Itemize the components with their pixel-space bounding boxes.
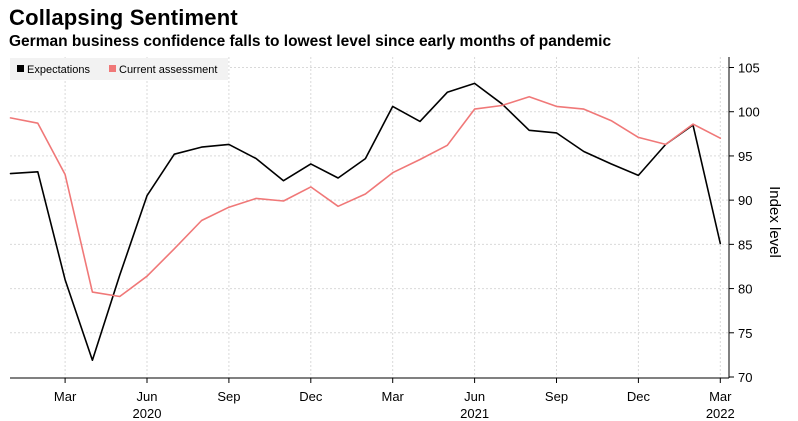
legend-swatch	[17, 65, 24, 72]
x-tick-label: Jun	[137, 389, 158, 404]
x-tick-label: Dec	[299, 389, 323, 404]
y-tick-label: 70	[738, 370, 752, 385]
axes: 70 75 80 85 90 95 100 105 Mar Jun 2020 Sep Dec Mar Jun…	[10, 57, 783, 421]
x-tick-label: Jun	[464, 389, 485, 404]
y-tick-label: 80	[738, 282, 752, 297]
chart-subtitle: German business confidence falls to lowe…	[9, 33, 612, 50]
legend-label: Current assessment	[119, 64, 217, 76]
y-tick-label: 105	[738, 61, 760, 76]
legend-background	[10, 58, 228, 80]
y-tick-label: 100	[738, 105, 760, 120]
legend: Expectations Current assessment	[10, 58, 228, 80]
series-lines	[9, 82, 722, 362]
y-tick-label: 75	[738, 326, 752, 341]
x-tick-label: Sep	[217, 389, 240, 404]
legend-swatch	[109, 65, 116, 72]
x-tick-label: Mar	[382, 389, 405, 404]
y-tick-label: 95	[738, 149, 752, 164]
x-tick-label: Mar	[709, 389, 732, 404]
y-tick-label: 85	[738, 237, 752, 252]
series-line-current-assessment	[9, 95, 722, 298]
y-tick-label: 90	[738, 193, 752, 208]
x-year-label: 2022	[706, 406, 735, 421]
chart-title: Collapsing Sentiment	[9, 5, 238, 30]
legend-label: Expectations	[27, 64, 90, 76]
x-tick-label: Mar	[54, 389, 77, 404]
series-line-expectations	[9, 82, 722, 362]
x-tick-label: Dec	[627, 389, 651, 404]
x-tick-label: Sep	[545, 389, 568, 404]
x-year-label: 2021	[460, 406, 489, 421]
gridlines	[10, 57, 729, 378]
y-axis-title: Index level	[766, 186, 783, 258]
x-year-label: 2020	[133, 406, 162, 421]
